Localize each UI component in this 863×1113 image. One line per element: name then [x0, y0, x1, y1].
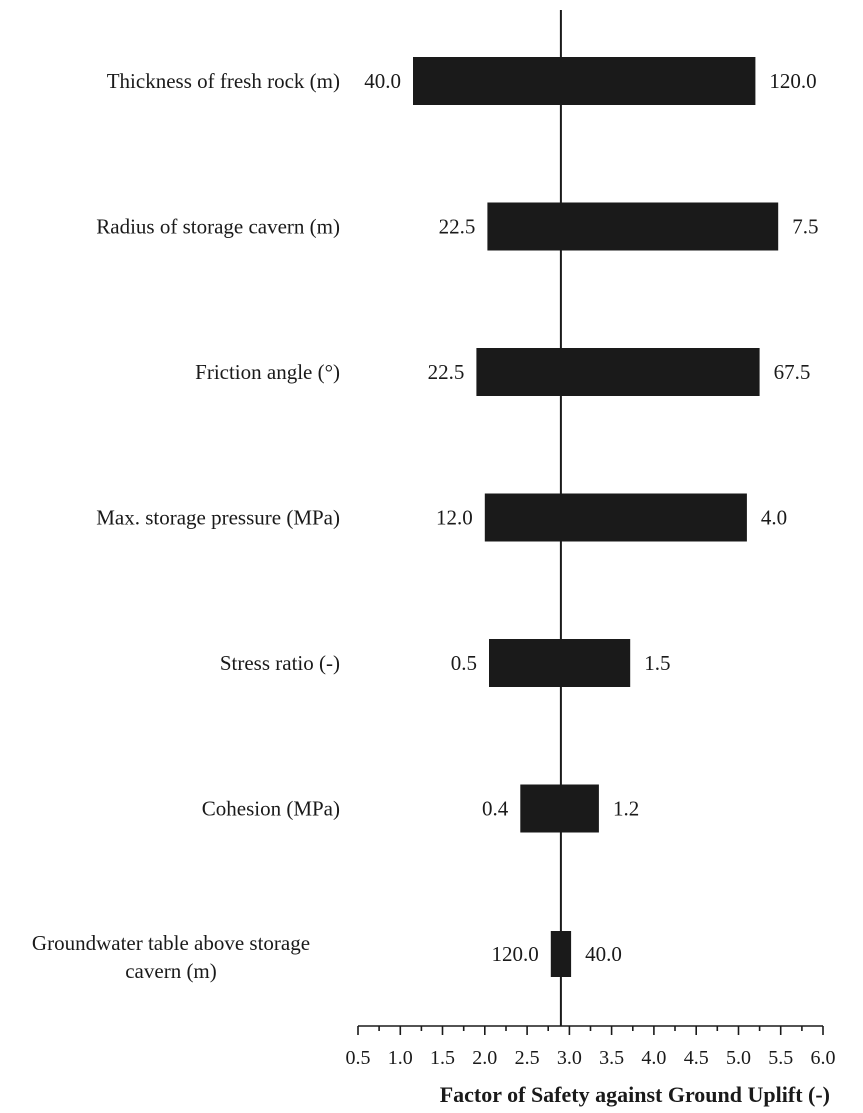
high-value-label: 7.5 — [792, 215, 818, 239]
x-tick-label: 0.5 — [346, 1047, 371, 1069]
x-tick-label: 2.0 — [472, 1047, 497, 1069]
labels-layer: Thickness of fresh rock (m) 40.0 120.0 Radi… — [32, 69, 819, 983]
low-value-label: 12.0 — [436, 506, 473, 530]
x-tick-label: 3.0 — [557, 1047, 582, 1069]
parameter-label: Stress ratio (-) — [220, 651, 340, 675]
high-value-label: 1.2 — [613, 797, 639, 821]
bar — [413, 57, 756, 105]
parameter-label: Radius of storage cavern (m) — [96, 215, 340, 239]
low-value-label: 22.5 — [428, 360, 465, 384]
bar — [520, 784, 599, 833]
low-value-label: 120.0 — [492, 942, 539, 966]
x-tick-label: 4.5 — [684, 1047, 709, 1069]
high-value-label: 67.5 — [774, 360, 811, 384]
x-tick-label: 1.5 — [430, 1047, 455, 1069]
high-value-label: 40.0 — [585, 942, 622, 966]
bar — [484, 493, 747, 542]
x-tick-label: 6.0 — [811, 1047, 836, 1069]
high-value-label: 4.0 — [761, 506, 787, 530]
parameter-label: Max. storage pressure (MPa) — [96, 506, 340, 530]
low-value-label: 22.5 — [439, 215, 476, 239]
high-value-label: 120.0 — [769, 69, 816, 93]
high-value-label: 1.5 — [644, 651, 670, 675]
low-value-label: 0.4 — [482, 797, 509, 821]
x-axis: 0.5 1.0 1.5 2.0 2.5 3.0 3.5 4.0 4.5 5.0 5.5 6.0 — [346, 1025, 836, 1069]
x-axis-title: Factor of Safety against Ground Uplift (… — [440, 1082, 830, 1107]
x-tick-label: 3.5 — [599, 1047, 624, 1069]
bar — [476, 348, 760, 396]
x-tick-label: 1.0 — [388, 1047, 413, 1069]
parameter-label: Cohesion (MPa) — [202, 797, 340, 821]
low-value-label: 40.0 — [364, 69, 401, 93]
parameter-label: Friction angle (°) — [195, 360, 340, 384]
bar — [489, 639, 631, 687]
x-tick-label: 4.0 — [641, 1047, 666, 1069]
parameter-label: Groundwater table above storage cavern (m… — [32, 931, 310, 983]
low-value-label: 0.5 — [451, 651, 477, 675]
parameter-label: Thickness of fresh rock (m) — [107, 69, 340, 93]
bar — [487, 202, 779, 251]
bars-layer — [413, 57, 779, 977]
x-tick-label: 5.0 — [726, 1047, 751, 1069]
x-tick-label: 5.5 — [768, 1047, 793, 1069]
x-tick-label: 2.5 — [515, 1047, 540, 1069]
